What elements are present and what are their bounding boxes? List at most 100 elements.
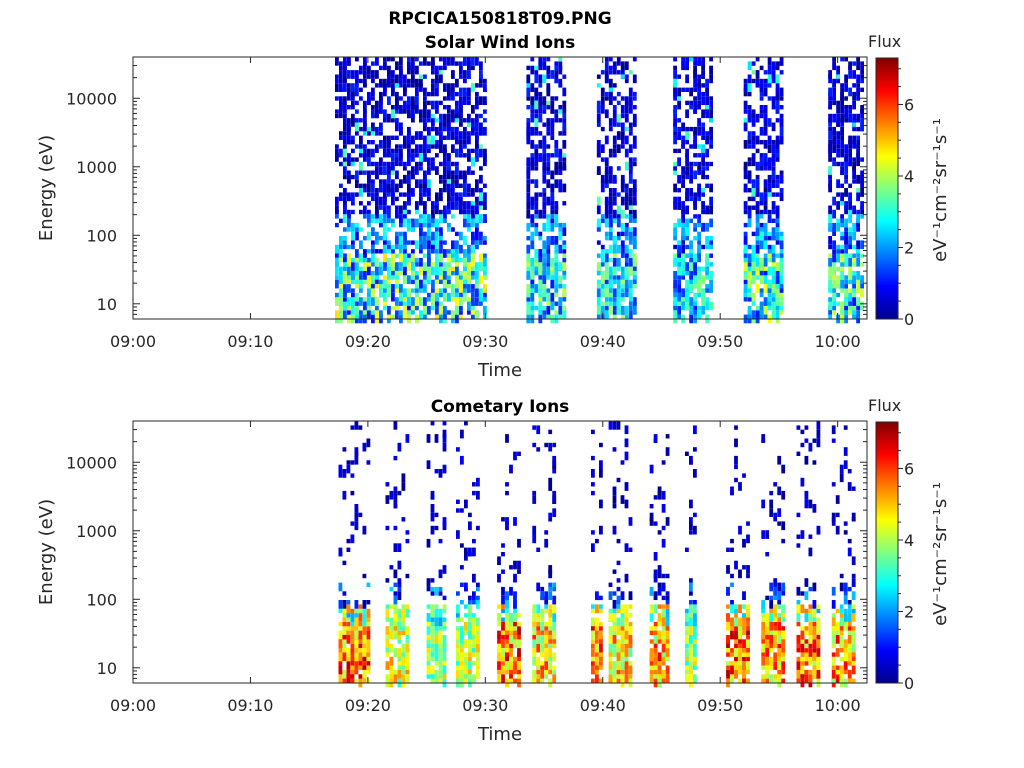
- heatmap-cell: [620, 495, 625, 504]
- heatmap-cell: [847, 608, 852, 614]
- heatmap-cell: [851, 613, 856, 622]
- heatmap-cell: [423, 57, 427, 66]
- heatmap-cell: [685, 126, 689, 132]
- heatmap-cell: [393, 421, 398, 430]
- heatmap-cell: [411, 61, 415, 71]
- cometary-ticks: 09:00 09:10 09:20 09:30 09:40 09:50 10:0010100…: [66, 420, 867, 715]
- heatmap-cell: [355, 83, 359, 88]
- heatmap-cell: [856, 126, 860, 132]
- heatmap-cell: [464, 621, 468, 631]
- heatmap-cell: [379, 96, 383, 105]
- heatmap-cell: [620, 131, 625, 140]
- heatmap-cell: [367, 192, 371, 197]
- heatmap-cell: [765, 678, 770, 683]
- heatmap-cell: [419, 257, 423, 267]
- heatmap-cell: [379, 214, 383, 223]
- heatmap-cell: [616, 288, 621, 298]
- heatmap-cell: [411, 275, 415, 280]
- heatmap-cell: [534, 249, 539, 258]
- heatmap-cell: [375, 192, 379, 197]
- heatmap-cell: [538, 249, 543, 258]
- heatmap-cell: [538, 113, 543, 123]
- heatmap-cell: [832, 61, 836, 71]
- heatmap-cell: [558, 109, 563, 114]
- heatmap-cell: [743, 118, 748, 123]
- heatmap-cell: [389, 586, 394, 592]
- heatmap-cell: [375, 126, 379, 136]
- heatmap-cell: [844, 174, 848, 180]
- heatmap-cell: [697, 310, 701, 319]
- heatmap-cell: [767, 96, 772, 101]
- heatmap-cell: [431, 118, 435, 127]
- heatmap-cell: [771, 257, 776, 263]
- heatmap-cell: [351, 279, 355, 285]
- heatmap-cell: [677, 157, 681, 167]
- heatmap-cell: [779, 249, 784, 254]
- heatmap-cell: [371, 161, 375, 167]
- heatmap-cell: [375, 249, 379, 254]
- heatmap-cell: [501, 604, 505, 609]
- heatmap-cell: [538, 271, 543, 280]
- heatmap-cell: [705, 174, 709, 180]
- heatmap-cell: [526, 236, 531, 241]
- heatmap-cell: [562, 157, 567, 162]
- heatmap-cell: [685, 192, 689, 202]
- heatmap-cell: [608, 70, 613, 75]
- heatmap-cell: [391, 105, 395, 110]
- heatmap-cell: [536, 447, 541, 452]
- heatmap-cell: [816, 648, 821, 657]
- heatmap-cell: [844, 74, 848, 84]
- heatmap-cell: [624, 135, 629, 145]
- heatmap-cell: [860, 109, 864, 119]
- heatmap-cell: [456, 613, 460, 618]
- heatmap-cell: [558, 244, 563, 254]
- heatmap-cell: [475, 196, 479, 206]
- heatmap-cell: [399, 157, 403, 162]
- heatmap-cell: [467, 244, 471, 250]
- heatmap-cell: [354, 617, 359, 627]
- heatmap-cell: [747, 297, 752, 302]
- heatmap-cell: [475, 214, 479, 223]
- heatmap-cell: [395, 170, 399, 180]
- heatmap-cell: [761, 530, 766, 539]
- heatmap-cell: [431, 244, 435, 254]
- heatmap-cell: [355, 74, 359, 84]
- heatmap-cell: [608, 96, 613, 105]
- heatmap-cell: [343, 236, 347, 241]
- heatmap-cell: [600, 284, 605, 289]
- heatmap-cell: [439, 57, 443, 62]
- heatmap-cell: [517, 635, 521, 640]
- heatmap-cell: [431, 126, 435, 132]
- heatmap-cell: [371, 297, 375, 306]
- heatmap-cell: [600, 70, 605, 75]
- heatmap-cell: [755, 257, 760, 267]
- heatmap-cell: [463, 118, 467, 123]
- heatmap-cell: [536, 661, 541, 670]
- heatmap-cell: [685, 617, 689, 627]
- heatmap-cell: [497, 661, 501, 670]
- heatmap-cell: [479, 74, 483, 84]
- heatmap-cell: [743, 292, 748, 302]
- heatmap-cell: [501, 569, 505, 574]
- heatmap-cell: [399, 78, 403, 88]
- heatmap-cell: [554, 253, 559, 263]
- heatmap-cell: [544, 604, 549, 609]
- heatmap-cell: [742, 565, 746, 570]
- heatmap-cell: [665, 434, 670, 439]
- heatmap-cell: [423, 305, 427, 315]
- heatmap-cell: [742, 669, 746, 679]
- heatmap-cell: [411, 109, 415, 119]
- heatmap-cell: [395, 100, 399, 110]
- heatmap-cell: [763, 297, 768, 306]
- heatmap-cell: [401, 674, 406, 683]
- heatmap-cell: [562, 288, 567, 298]
- heatmap-cell: [405, 656, 410, 666]
- heatmap-cell: [616, 57, 621, 66]
- heatmap-cell: [435, 297, 439, 306]
- heatmap-cell: [595, 674, 599, 683]
- heatmap-cell: [808, 604, 813, 609]
- heatmap-cell: [653, 656, 658, 666]
- heatmap-cell: [596, 100, 601, 110]
- heatmap-cell: [600, 183, 605, 193]
- heatmap-cell: [832, 292, 836, 302]
